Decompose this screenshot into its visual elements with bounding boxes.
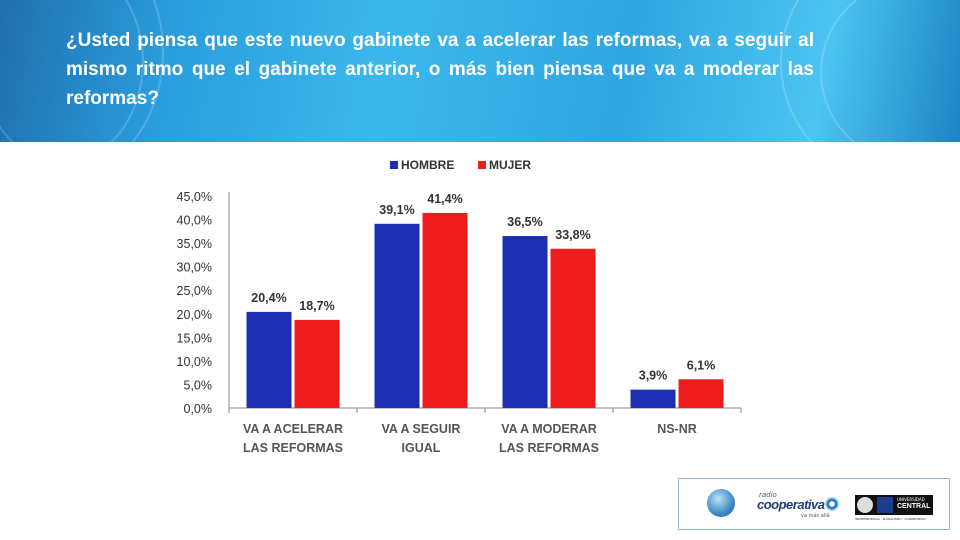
ucentral-name: CENTRAL <box>897 503 931 510</box>
legend-label-mujer: MUJER <box>489 158 531 172</box>
y-tick-label: 20,0% <box>177 308 212 322</box>
data-label-mujer: 6,1% <box>687 358 716 372</box>
y-tick-label: 35,0% <box>177 237 212 251</box>
ucentral-logo: UNIVERSIDAD CENTRAL <box>855 495 933 515</box>
sponsor-logos: radio cooperativa va más allá UNIVERSIDA… <box>678 478 950 530</box>
x-category-label: LAS REFORMAS <box>243 441 343 455</box>
cooperativa-tagline: va más allá <box>801 513 830 519</box>
cooperativa-logo: radio cooperativa va más allá <box>757 491 847 521</box>
data-label-hombre: 3,9% <box>639 369 668 383</box>
bar-mujer <box>550 248 596 408</box>
data-label-hombre: 36,5% <box>507 215 542 229</box>
legend-swatch-hombre <box>390 161 398 169</box>
ucentral-top-text: UNIVERSIDAD <box>897 497 925 502</box>
y-tick-label: 15,0% <box>177 331 212 345</box>
cooperativa-radio-text: radio <box>759 491 777 499</box>
bar-mujer <box>294 319 340 408</box>
data-label-mujer: 18,7% <box>299 299 334 313</box>
legend-label-hombre: HOMBRE <box>401 158 454 172</box>
bar-hombre <box>630 389 676 408</box>
globe-logo-icon <box>707 489 735 517</box>
bar-hombre <box>374 223 420 408</box>
y-tick-label: 0,0% <box>184 402 213 416</box>
bar-hombre <box>246 311 292 408</box>
survey-question: ¿Usted piensa que este nuevo gabinete va… <box>66 30 814 109</box>
legend-swatch-mujer <box>478 161 486 169</box>
y-tick-label: 5,0% <box>184 378 213 392</box>
x-category-label: NS-NR <box>657 422 697 436</box>
ucentral-motto: INDEPENDENCIA · PLURALISMO · COMPROMISO <box>855 517 926 521</box>
ucentral-seal-icon <box>857 497 873 513</box>
y-tick-label: 40,0% <box>177 214 212 228</box>
cooperativa-mark-icon <box>825 497 839 511</box>
data-label-hombre: 39,1% <box>379 203 414 217</box>
data-label-hombre: 20,4% <box>251 291 286 305</box>
bar-chart: HOMBRE MUJER 0,0% 5,0% 10,0% 15,0% 20,0% 25,0% 3… <box>177 158 742 455</box>
bar-mujer <box>422 212 468 408</box>
cooperativa-name: cooperativa <box>757 497 825 512</box>
data-label-mujer: 41,4% <box>427 192 462 206</box>
header-banner: ¿Usted piensa que este nuevo gabinete va… <box>0 0 960 142</box>
y-tick-label: 30,0% <box>177 261 212 275</box>
x-category-label: VA A SEGUIR <box>382 422 461 436</box>
x-category-label: LAS REFORMAS <box>499 441 599 455</box>
y-tick-label: 10,0% <box>177 355 212 369</box>
x-category-label: VA A MODERAR <box>501 422 597 436</box>
ucentral-square-icon <box>877 497 893 513</box>
x-category-label: VA A ACELERAR <box>243 422 343 436</box>
data-label-mujer: 33,8% <box>555 228 590 242</box>
bar-hombre <box>502 236 548 408</box>
x-category-label: IGUAL <box>402 441 441 455</box>
y-tick-label: 45,0% <box>177 190 212 204</box>
y-tick-label: 25,0% <box>177 284 212 298</box>
bar-mujer <box>678 379 724 408</box>
